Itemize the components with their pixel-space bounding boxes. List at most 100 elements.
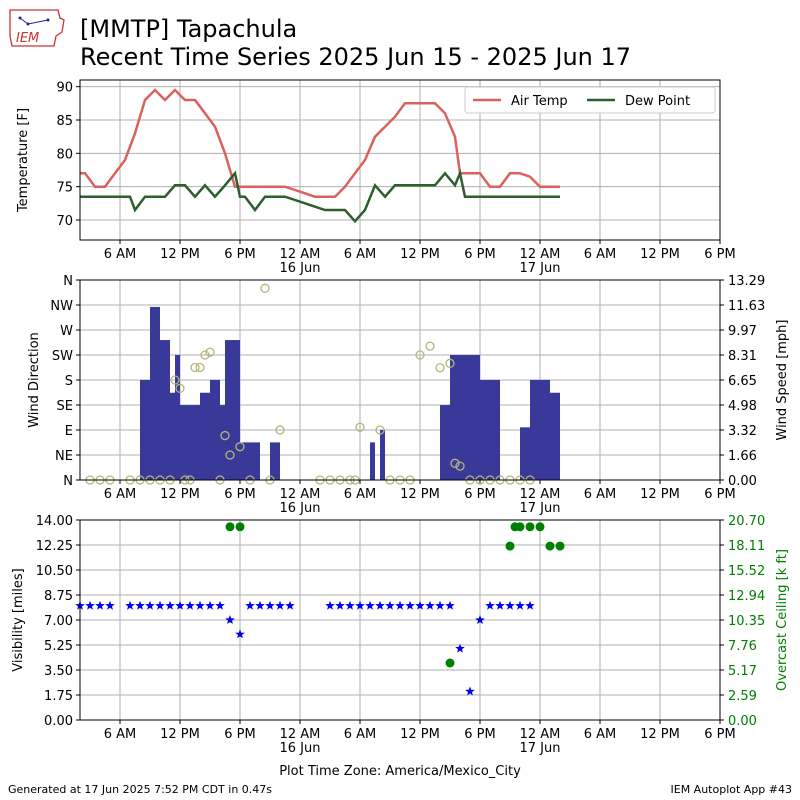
visibility-tick-label: 12.25 [36,539,73,554]
chart-subtitle: Recent Time Series 2025 Jun 15 - 2025 Ju… [80,43,632,71]
ceiling-tick-label: 18.11 [728,539,765,554]
visibility-star [365,600,375,610]
visibility-tick-label: 8.75 [44,589,73,604]
wind-speed-tick-label: 1.66 [728,449,757,464]
vis-marks [75,522,565,696]
visibility-tick-label: 1.75 [44,689,73,704]
wind-direction-tick-label: NW [50,299,73,314]
visibility-tick-label: 14.00 [36,514,73,529]
temp-y-tick-label: 75 [56,181,73,196]
visibility-star [435,600,445,610]
wind-direction-marker [225,450,235,460]
wind-direction-tick-label: SE [57,399,73,414]
visibility-star [185,600,195,610]
wind-direction-marker [175,383,185,393]
wind-direction-tick-label: N [63,474,73,489]
temp-x-tick-label: 12 PM [640,247,680,262]
visibility-star [215,600,225,610]
ceiling-dot [525,522,535,532]
visibility-star [375,600,385,610]
wind-speed-tick-label: 13.29 [728,274,765,289]
wind-speed-bar [450,354,460,480]
ceiling-tick-label: 5.17 [728,664,757,679]
visibility-star [385,600,395,610]
wind-speed-bar [270,442,280,480]
ceiling-dot [515,522,525,532]
wind-speed-bar [200,392,210,480]
temp-y-tick-label: 80 [56,147,73,162]
vis-x-tick-label: 6 PM [704,727,735,742]
wind-speed-tick-label: 3.32 [728,424,757,439]
wind-x-tick-label: 12 PM [400,487,440,502]
legend-air-temp-label: Air Temp [511,94,568,109]
wind-x-tick-label: 12 PM [640,487,680,502]
wind-direction-marker [445,358,455,368]
wind-x-tick-label: 12 AM [280,487,321,502]
visibility-star [265,600,275,610]
wind-direction-tick-label: N [63,274,73,289]
temp-y-tick-label: 85 [56,114,73,129]
wind-speed-bar [160,340,170,480]
vis-x-tick-label: 6 PM [464,727,495,742]
ceiling-dot [235,522,245,532]
wind-x-tick-label: 6 PM [224,487,255,502]
temp-x-tick-label: 6 AM [344,247,377,262]
iem-logo: IEM [9,9,65,47]
wind-speed-bar [190,405,200,480]
wind-speed-bar [225,340,230,480]
visibility-star [125,600,135,610]
wind-x-tick-label: 6 AM [584,487,617,502]
visibility-star [245,600,255,610]
temp-frame [79,79,721,241]
wind-speed-bar [380,430,385,480]
visibility-star [515,600,525,610]
vis-x-tick-label: 6 AM [584,727,617,742]
app-label: IEM Autoplot App #43 [670,783,793,796]
vis-x-tick-label: 12 PM [640,727,680,742]
vis-x-tick-label: 6 PM [224,727,255,742]
wind-direction-marker [195,362,205,373]
visibility-star [95,600,105,610]
temp-day-label: 17 Jun [520,261,561,276]
visibility-tick-label: 0.00 [44,714,73,729]
visibility-star [415,600,425,610]
wind-speed-tick-label: 8.31 [728,349,757,364]
visibility-star [505,600,515,610]
vis-x-tick-label: 6 AM [104,727,137,742]
wind-speed-bar [480,379,490,480]
temp-x-tick-label: 6 PM [704,247,735,262]
wind-direction-marker [275,425,285,435]
temp-x-tick-label: 12 AM [280,247,321,262]
wind-day-label: 17 Jun [520,501,561,516]
visibility-star [345,600,355,610]
wind-direction-marker [190,362,200,373]
visibility-tick-label: 5.25 [44,639,73,654]
visibility-star [495,600,505,610]
temp-x-tick-label: 6 AM [584,247,617,262]
wind-direction-tick-label: SW [52,349,73,364]
visibility-tick-label: 7.00 [44,614,73,629]
visibility-star [445,600,455,610]
wind-speed-bar [210,379,220,480]
vis-x-tick-label: 12 PM [160,727,200,742]
visibility-star [485,600,495,610]
wind-direction-axis-label: Wind Direction [27,332,42,428]
generated-timestamp: Generated at 17 Jun 2025 7:52 PM CDT in … [8,783,273,796]
ceiling-dot [505,541,515,551]
visibility-star [475,615,485,624]
wind-speed-bar [240,442,250,480]
vis-x-tick-label: 12 AM [280,727,321,742]
dew-point-line [80,169,560,224]
ceiling-tick-label: 20.70 [728,514,765,529]
wind-direction-tick-label: W [60,324,73,339]
visibility-star [225,615,235,624]
visibility-star [165,600,175,610]
wind-direction-marker [205,347,215,357]
vis-day-label: 17 Jun [520,741,561,756]
wind-speed-tick-label: 6.65 [728,374,757,389]
ceiling-tick-label: 12.94 [728,589,765,604]
vis-x-tick-label: 6 AM [344,727,377,742]
wind-direction-marker [375,425,385,435]
vis-x-tick-label: 12 AM [520,727,561,742]
wind-speed-bar [490,379,500,480]
